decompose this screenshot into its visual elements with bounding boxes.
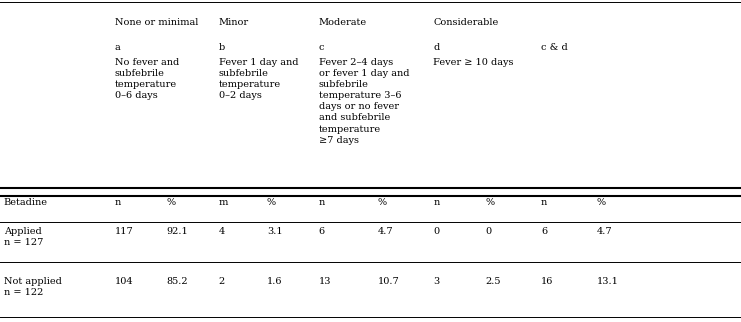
Text: 1.6: 1.6 (267, 277, 282, 286)
Text: No fever and
subfebrile
temperature
0–6 days: No fever and subfebrile temperature 0–6 … (115, 58, 179, 100)
Text: Betadine: Betadine (4, 198, 47, 207)
Text: 0: 0 (485, 227, 491, 236)
Text: 0: 0 (433, 227, 439, 236)
Text: m: m (219, 198, 228, 207)
Text: Not applied
n = 122: Not applied n = 122 (4, 277, 62, 297)
Text: 85.2: 85.2 (167, 277, 188, 286)
Text: Moderate: Moderate (319, 18, 367, 27)
Text: Minor: Minor (219, 18, 249, 27)
Text: Fever 2–4 days
or fever 1 day and
subfebrile
temperature 3–6
days or no fever
an: Fever 2–4 days or fever 1 day and subfeb… (319, 58, 409, 145)
Text: n: n (319, 198, 325, 207)
Text: 2.5: 2.5 (485, 277, 501, 286)
Text: c & d: c & d (541, 43, 568, 52)
Text: 4.7: 4.7 (378, 227, 393, 236)
Text: 16: 16 (541, 277, 554, 286)
Text: %: % (378, 198, 387, 207)
Text: %: % (167, 198, 176, 207)
Text: 117: 117 (115, 227, 133, 236)
Text: %: % (267, 198, 276, 207)
Text: 4.7: 4.7 (597, 227, 612, 236)
Text: Applied
n = 127: Applied n = 127 (4, 227, 43, 247)
Text: 3.1: 3.1 (267, 227, 282, 236)
Text: 3: 3 (433, 277, 439, 286)
Text: Fever ≥ 10 days: Fever ≥ 10 days (433, 58, 514, 67)
Text: 104: 104 (115, 277, 133, 286)
Text: b: b (219, 43, 225, 52)
Text: 6: 6 (319, 227, 325, 236)
Text: n: n (433, 198, 439, 207)
Text: 4: 4 (219, 227, 225, 236)
Text: d: d (433, 43, 439, 52)
Text: a: a (115, 43, 121, 52)
Text: 2: 2 (219, 277, 225, 286)
Text: n: n (541, 198, 547, 207)
Text: 13: 13 (319, 277, 331, 286)
Text: 10.7: 10.7 (378, 277, 399, 286)
Text: %: % (485, 198, 494, 207)
Text: c: c (319, 43, 324, 52)
Text: 13.1: 13.1 (597, 277, 619, 286)
Text: n: n (115, 198, 121, 207)
Text: 6: 6 (541, 227, 547, 236)
Text: Considerable: Considerable (433, 18, 499, 27)
Text: 92.1: 92.1 (167, 227, 188, 236)
Text: Fever 1 day and
subfebrile
temperature
0–2 days: Fever 1 day and subfebrile temperature 0… (219, 58, 298, 100)
Text: None or minimal: None or minimal (115, 18, 199, 27)
Text: %: % (597, 198, 605, 207)
